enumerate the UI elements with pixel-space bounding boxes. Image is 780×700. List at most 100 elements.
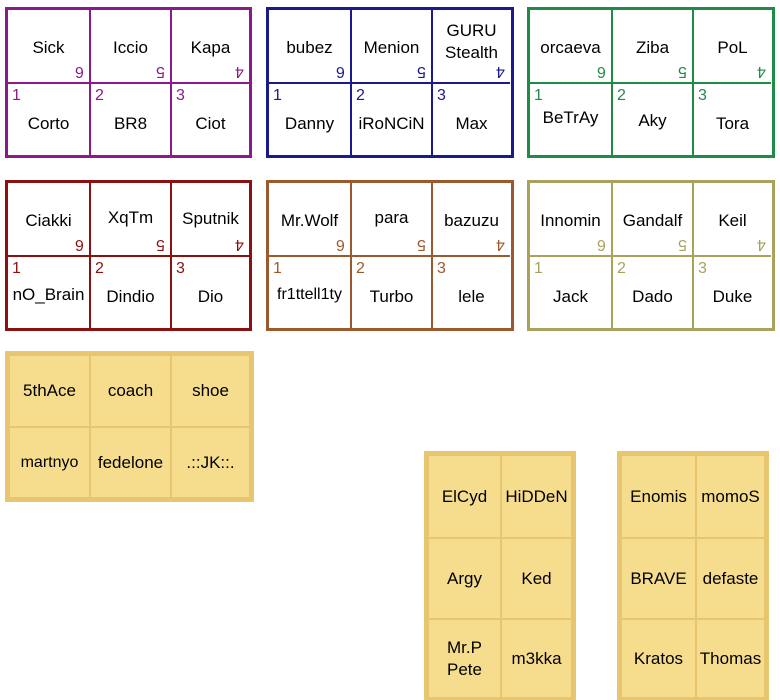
team-board-3: orcaeva 6 Ziba 5 PoL 4 1 BeTrAy 2 Aky 3 Tora	[527, 7, 775, 158]
player-name: Tora	[715, 114, 750, 133]
reserve-slot[interactable]: Argy	[427, 537, 502, 620]
slot-number: 2	[95, 87, 104, 104]
player-slot[interactable]: XqTm 5	[89, 183, 170, 255]
player-name: Sick	[32, 38, 65, 57]
player-slot[interactable]: 1 nO_Brain	[8, 255, 89, 329]
reserve-group-2: ElCyd HiDDeN Argy Ked Mr.P Pete m3kka	[424, 451, 576, 700]
team-board-5: Mr.Wolf 6 para 5 bazuzu 4 1 fr1ttell1ty 2 Tur…	[266, 180, 514, 331]
slot-number: 4	[235, 236, 244, 253]
player-name: Innomin	[540, 211, 601, 230]
player-slot[interactable]: Ziba 5	[611, 10, 692, 82]
player-name: Max	[455, 114, 488, 133]
player-name: Argy	[447, 568, 482, 588]
player-slot[interactable]: 3 lele	[431, 255, 510, 329]
player-slot[interactable]: 3 Dio	[170, 255, 249, 329]
slot-number: 1	[273, 87, 282, 104]
player-name: 5thAce	[23, 381, 76, 400]
slot-number: 4	[235, 63, 244, 80]
player-slot[interactable]: Kapa 4	[170, 10, 249, 82]
player-slot[interactable]: Sputnik 4	[170, 183, 249, 255]
slot-number: 5	[156, 236, 165, 253]
player-slot[interactable]: Sick 6	[8, 10, 89, 82]
slot-number: 1	[12, 87, 21, 104]
slot-number: 3	[698, 87, 707, 104]
player-slot[interactable]: 3 Max	[431, 82, 510, 156]
reserve-slot[interactable]: momoS	[695, 454, 766, 539]
reserve-slot[interactable]: fedelone	[89, 426, 172, 499]
reserve-slot[interactable]: shoe	[170, 354, 251, 428]
reserve-slot[interactable]: Enomis	[620, 454, 697, 539]
reserve-slot[interactable]: .::JK::.	[170, 426, 251, 499]
reserve-slot[interactable]: Kratos	[620, 618, 697, 700]
player-name: BR8	[113, 114, 148, 133]
player-slot[interactable]: 1 fr1ttell1ty	[269, 255, 350, 329]
player-name: iRoNCiN	[358, 114, 425, 133]
player-slot[interactable]: 2 Aky	[611, 82, 692, 156]
player-name: martnyo	[20, 453, 79, 471]
player-slot[interactable]: 1 Corto	[8, 82, 89, 156]
team-board-1: Sick 6 Iccio 5 Kapa 4 1 Corto 2 BR8 3 Ciot	[5, 7, 252, 158]
player-slot[interactable]: 1 BeTrAy	[530, 82, 611, 156]
player-slot[interactable]: 2 iRoNCiN	[350, 82, 431, 156]
player-slot[interactable]: Innomin 6	[530, 183, 611, 255]
reserve-slot[interactable]: m3kka	[500, 618, 573, 700]
player-slot[interactable]: GURU Stealth 4	[431, 10, 510, 82]
slot-number: 4	[757, 63, 766, 80]
slot-number: 3	[176, 87, 185, 104]
player-name: Iccio	[113, 38, 148, 57]
slot-number: 6	[336, 63, 345, 80]
slot-number: 5	[417, 63, 426, 80]
reserve-slot[interactable]: defaste	[695, 537, 766, 620]
reserve-slot[interactable]: ElCyd	[427, 454, 502, 539]
player-slot[interactable]: 2 Dado	[611, 255, 692, 329]
player-name: m3kka	[511, 649, 562, 668]
player-slot[interactable]: 2 Dindio	[89, 255, 170, 329]
slot-number: 6	[597, 236, 606, 253]
player-slot[interactable]: 3 Tora	[692, 82, 771, 156]
player-name: lele	[458, 287, 485, 306]
slot-number: 5	[678, 236, 687, 253]
player-slot[interactable]: 3 Duke	[692, 255, 771, 329]
player-slot[interactable]: Mr.Wolf 6	[269, 183, 350, 255]
player-name: orcaeva	[540, 38, 601, 57]
slot-number: 6	[75, 236, 84, 253]
reserve-slot[interactable]: coach	[89, 354, 172, 428]
player-name: Sputnik	[182, 209, 239, 228]
player-slot[interactable]: 2 BR8	[89, 82, 170, 156]
reserve-slot[interactable]: BRAVE	[620, 537, 697, 620]
slot-number: 3	[698, 260, 707, 277]
player-slot[interactable]: Gandalf 5	[611, 183, 692, 255]
slot-number: 4	[757, 236, 766, 253]
slot-number: 1	[534, 260, 543, 277]
reserve-slot[interactable]: Thomas	[695, 618, 766, 700]
player-slot[interactable]: bazuzu 4	[431, 183, 510, 255]
slot-number: 5	[156, 63, 165, 80]
reserve-slot[interactable]: Mr.P Pete	[427, 618, 502, 700]
player-name: Kapa	[190, 38, 231, 57]
slot-number: 1	[12, 260, 21, 277]
team-board-2: bubez 6 Menion 5 GURU Stealth 4 1 Danny 2 iRo…	[266, 7, 514, 158]
reserve-slot[interactable]: martnyo	[8, 426, 91, 499]
player-name: Ziba	[635, 38, 670, 57]
player-slot[interactable]: 1 Jack	[530, 255, 611, 329]
reserve-slot[interactable]: Ked	[500, 537, 573, 620]
reserve-slot[interactable]: HiDDeN	[500, 454, 573, 539]
player-slot[interactable]: Menion 5	[350, 10, 431, 82]
player-slot[interactable]: Ciakki 6	[8, 183, 89, 255]
player-name: Mr.Wolf	[280, 211, 339, 230]
player-name: Jack	[553, 287, 588, 306]
player-slot[interactable]: Keil 4	[692, 183, 771, 255]
slot-number: 2	[617, 87, 626, 104]
player-slot[interactable]: 3 Ciot	[170, 82, 249, 156]
player-slot[interactable]: para 5	[350, 183, 431, 255]
player-name: para	[374, 208, 409, 227]
player-slot[interactable]: orcaeva 6	[530, 10, 611, 82]
reserve-slot[interactable]: 5thAce	[8, 354, 91, 428]
player-name: BRAVE	[630, 568, 687, 588]
player-name: Menion	[363, 38, 420, 57]
player-slot[interactable]: PoL 4	[692, 10, 771, 82]
player-slot[interactable]: 1 Danny	[269, 82, 350, 156]
player-slot[interactable]: bubez 6	[269, 10, 350, 82]
player-slot[interactable]: 2 Turbo	[350, 255, 431, 329]
player-slot[interactable]: Iccio 5	[89, 10, 170, 82]
